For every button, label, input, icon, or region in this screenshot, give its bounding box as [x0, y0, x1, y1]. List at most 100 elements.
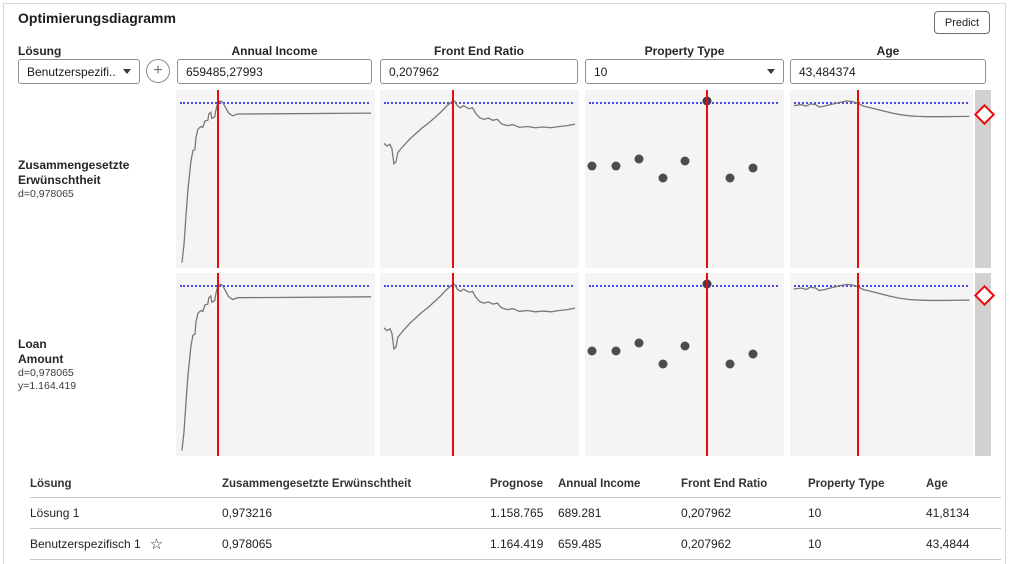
row-stat-y: y=1.164.419: [18, 380, 77, 392]
profile-curve: [790, 273, 973, 456]
row-title-line: Zusammengesetzte: [18, 158, 130, 172]
target-reference-line: [793, 101, 968, 104]
cell-desirability: 0,978065: [222, 537, 273, 551]
row-stat-d: d=0,978065: [18, 367, 74, 379]
age-field-box: [790, 59, 986, 84]
factor-label-annual-income: Annual Income: [231, 44, 318, 58]
cell-front-end-ratio: 0,207962: [681, 506, 732, 520]
solution-label: Lösung: [18, 44, 62, 58]
col-header-loesung: Lösung: [30, 477, 72, 490]
solution-name: Benutzerspezifisch 1: [30, 537, 141, 551]
loan-amount-row-label: Loan Amount d=0,978065 y=1.164.419: [18, 337, 170, 393]
factor-setting-line[interactable]: [452, 273, 455, 456]
loan-amount-slider-track[interactable]: [975, 273, 991, 456]
scatter-dot: [611, 346, 621, 356]
row-stat-d: d=0,978065: [18, 188, 74, 200]
table-row-loesung-1[interactable]: Lösung 1 0,973216 1.158.765 689.281 0,20…: [30, 498, 1001, 529]
col-header-age: Age: [926, 477, 948, 490]
desirability-row-label: Zusammengesetzte Erwünschtheit d=0,97806…: [18, 158, 170, 201]
scatter-dot: [611, 161, 621, 171]
col-header-prognose: Prognose: [490, 477, 544, 490]
target-reference-line: [179, 101, 370, 104]
profiler-chart-loan-amount-property-type[interactable]: [585, 273, 784, 456]
scatter-dot: [680, 341, 689, 351]
profiler-chart-desirability-front-end-ratio[interactable]: [380, 90, 579, 268]
target-reference-line: [588, 284, 779, 287]
factor-setting-line[interactable]: [452, 90, 455, 268]
profiler-chart-loan-amount-age[interactable]: [790, 273, 973, 456]
profiler-chart-desirability-annual-income[interactable]: [176, 90, 375, 268]
chevron-down-icon: [767, 69, 775, 74]
predict-button[interactable]: Predict: [934, 11, 990, 34]
scatter-dot: [658, 359, 668, 369]
scatter-dot: [587, 161, 597, 171]
solution-name: Lösung 1: [30, 506, 80, 520]
scatter-dot: [634, 338, 644, 348]
cell-property-type: 10: [808, 506, 822, 520]
profile-curve: [380, 273, 579, 456]
target-reference-line: [179, 284, 370, 287]
target-reference-line: [588, 101, 779, 104]
factor-label-property-type: Property Type: [644, 44, 725, 58]
factor-setting-line[interactable]: [857, 273, 860, 456]
page-title: Optimierungsdiagramm: [18, 10, 176, 26]
solution-select[interactable]: Benutzerspezifi...: [18, 59, 140, 84]
col-header-annual-income: Annual Income: [558, 477, 641, 490]
scatter-dot: [587, 346, 597, 356]
front-end-ratio-field-box: [380, 59, 578, 84]
chevron-down-icon: [123, 69, 131, 74]
factor-setting-line[interactable]: [857, 90, 860, 268]
scatter-dot: [725, 359, 735, 369]
row-title-line: Erwünschtheit: [18, 173, 101, 187]
table-row-benutzerspezifisch-1[interactable]: Benutzerspezifisch 1 ☆ 0,978065 1.164.41…: [30, 529, 1001, 560]
plus-icon: +: [153, 62, 163, 79]
solutions-table: Lösung Zusammengesetzte Erwünschtheit Pr…: [30, 470, 1001, 560]
profiler-chart-desirability-age[interactable]: [790, 90, 973, 268]
factor-label-front-end-ratio: Front End Ratio: [434, 44, 524, 58]
col-header-desirability: Zusammengesetzte Erwünschtheit: [222, 477, 412, 490]
scatter-dot: [748, 349, 758, 359]
cell-age: 43,4844: [926, 537, 970, 551]
add-solution-button[interactable]: +: [146, 59, 170, 83]
factor-setting-line[interactable]: [216, 90, 219, 268]
col-header-property-type: Property Type: [808, 477, 885, 490]
target-reference-line: [793, 284, 968, 287]
col-header-front-end-ratio: Front End Ratio: [681, 477, 768, 490]
row-title-line: Loan: [18, 337, 47, 351]
factor-setting-line[interactable]: [706, 90, 709, 268]
annual-income-field-box: [177, 59, 372, 84]
profiler-chart-loan-amount-annual-income[interactable]: [176, 273, 375, 456]
age-input[interactable]: [791, 60, 985, 83]
target-reference-line: [383, 101, 574, 104]
scatter-dot: [680, 156, 689, 166]
factor-setting-line[interactable]: [706, 273, 709, 456]
property-type-select[interactable]: 10: [585, 59, 784, 84]
profile-curve: [380, 90, 579, 268]
property-type-select-value: 10: [594, 64, 608, 79]
solution-select-value: Benutzerspezifi...: [27, 64, 117, 79]
scatter-dot: [634, 154, 644, 164]
scatter-dot: [748, 163, 758, 173]
desirability-slider-track[interactable]: [975, 90, 991, 268]
profiler-chart-desirability-property-type[interactable]: [585, 90, 784, 268]
profile-curve: [176, 273, 375, 456]
table-header-row: Lösung Zusammengesetzte Erwünschtheit Pr…: [30, 470, 1001, 498]
cell-annual-income: 689.281: [558, 506, 602, 520]
cell-property-type: 10: [808, 537, 822, 551]
target-reference-line: [383, 284, 574, 287]
profiler-chart-loan-amount-front-end-ratio[interactable]: [380, 273, 579, 456]
cell-prognose: 1.158.765: [490, 506, 544, 520]
scatter-dot: [658, 173, 668, 183]
profile-curve: [790, 90, 973, 268]
front-end-ratio-input[interactable]: [381, 60, 577, 83]
cell-prognose: 1.164.419: [490, 537, 544, 551]
cell-annual-income: 659.485: [558, 537, 602, 551]
factor-label-age: Age: [876, 44, 900, 58]
cell-age: 41,8134: [926, 506, 970, 520]
scatter-dot: [725, 173, 735, 183]
factor-setting-line[interactable]: [216, 273, 219, 456]
annual-income-input[interactable]: [178, 60, 371, 83]
star-icon[interactable]: ☆: [149, 535, 164, 553]
row-title-line: Amount: [18, 352, 64, 366]
